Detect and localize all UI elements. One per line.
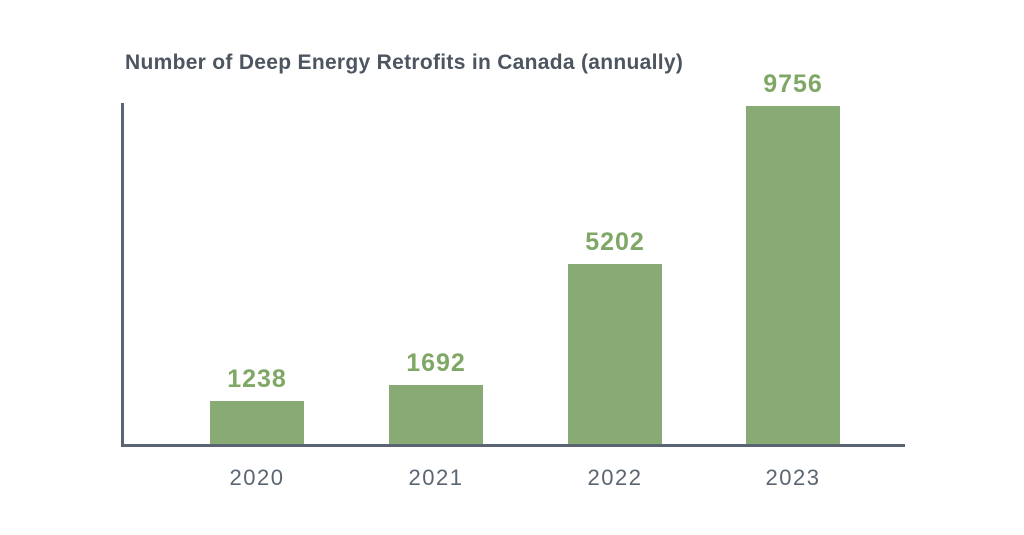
- y-axis-line: [121, 103, 124, 447]
- bar-value-label-2023: 9756: [763, 70, 823, 98]
- bar-2021: [389, 385, 483, 444]
- bar-2023: [746, 106, 840, 444]
- bar-value-label-2021: 1692: [406, 349, 466, 377]
- bar-2020: [210, 401, 304, 444]
- x-tick-label-2021: 2021: [408, 465, 464, 490]
- x-tick-label-2020: 2020: [229, 465, 285, 490]
- x-axis-line: [121, 444, 905, 447]
- bar-value-label-2020: 1238: [227, 365, 287, 393]
- bar-value-label-2022: 5202: [585, 228, 645, 256]
- x-tick-label-2023: 2023: [765, 465, 821, 490]
- plot-area: 1238 2020 1692 2021 5202 2022 9756 2023: [121, 70, 905, 490]
- chart-title: Number of Deep Energy Retrofits in Canad…: [125, 51, 684, 74]
- bar-2022: [568, 264, 662, 444]
- x-tick-label-2022: 2022: [587, 465, 643, 490]
